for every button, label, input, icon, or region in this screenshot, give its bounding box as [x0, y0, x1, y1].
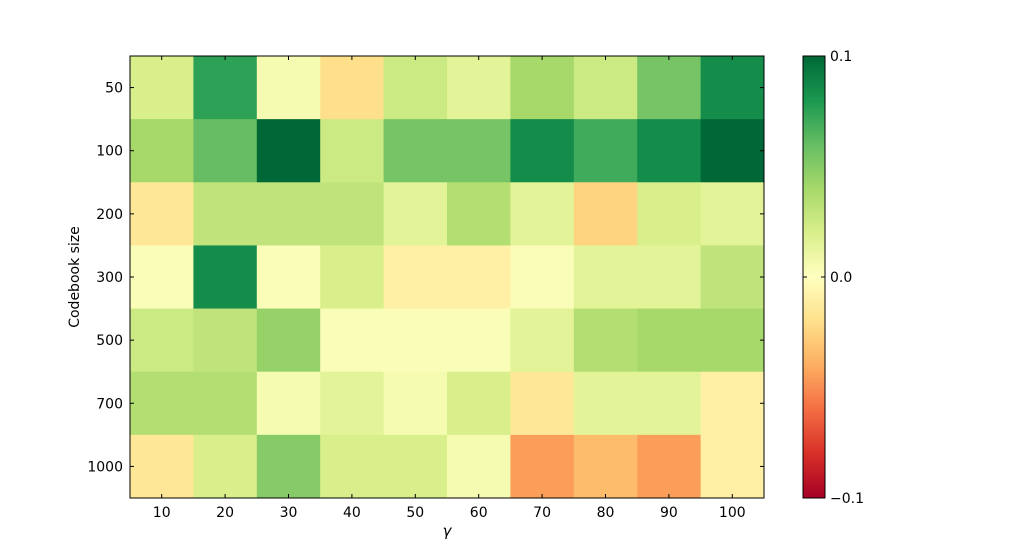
heatmap-cell	[700, 434, 765, 499]
x-tick-label: 30	[280, 505, 298, 521]
heatmap-cell	[383, 56, 448, 120]
heatmap-cell	[700, 56, 765, 120]
heatmap-cell	[637, 371, 702, 436]
heatmap-cell	[130, 308, 194, 373]
heatmap-cell	[637, 245, 702, 310]
heatmap-cell	[573, 371, 638, 436]
y-tick-label: 100	[96, 144, 123, 160]
heatmap-cell	[700, 308, 765, 373]
heatmap-cell	[256, 308, 321, 373]
heatmap-cell	[573, 56, 638, 120]
heatmap-cell	[130, 119, 194, 183]
heatmap-cell	[447, 308, 511, 373]
heatmap-cell	[510, 434, 575, 499]
colorbar-tick-label: 0.1	[830, 49, 852, 65]
x-tick-label: 100	[719, 505, 746, 521]
heatmap-cell	[193, 119, 258, 183]
heatmap-cell	[256, 119, 321, 183]
heatmap-cell	[320, 245, 385, 310]
heatmap-cell	[637, 308, 702, 373]
heatmap-cell	[637, 119, 702, 183]
heatmap-cell	[573, 308, 638, 373]
heatmap-cell	[383, 371, 448, 436]
x-tick-label: 40	[343, 505, 361, 521]
heatmap-cell	[193, 371, 258, 436]
heatmap-cell	[447, 434, 511, 499]
heatmap-cell	[700, 119, 765, 183]
heatmap-cell	[447, 119, 511, 183]
heatmap-cell	[256, 434, 321, 499]
heatmap-cell	[573, 182, 638, 246]
heatmap-cell	[256, 245, 321, 310]
heatmap-cell	[510, 119, 575, 183]
colorbar-tick-label: 0.0	[830, 270, 852, 286]
y-tick-label: 700	[96, 396, 123, 412]
heatmap-cell	[130, 56, 194, 120]
x-tick-label: 50	[406, 505, 424, 521]
heatmap-cell	[383, 182, 448, 246]
y-tick-label: 200	[96, 207, 123, 223]
heatmap-cell	[447, 245, 511, 310]
heatmap-cell	[510, 308, 575, 373]
heatmap-cell	[383, 245, 448, 310]
heatmap-cell	[447, 182, 511, 246]
colorbar-tick-label: −0.1	[830, 491, 864, 507]
y-axis-ticks: 50 100 200 300 500 700 1000	[87, 81, 764, 475]
heatmap-cell	[447, 56, 511, 120]
heatmap-cell	[320, 56, 385, 120]
x-axis-ticks: 10 20 30 40 50 60 70 80 90 100	[153, 56, 746, 521]
heatmap-cell	[510, 182, 575, 246]
x-tick-label: 90	[660, 505, 678, 521]
heatmap-cell	[320, 371, 385, 436]
heatmap-cell	[193, 182, 258, 246]
heatmap-cell	[130, 182, 194, 246]
heatmap-cell	[447, 371, 511, 436]
x-tick-label: 80	[597, 505, 615, 521]
heatmap-cell	[130, 245, 194, 310]
heatmap-cell	[637, 434, 702, 499]
heatmap-cell	[320, 308, 385, 373]
heatmap-cell	[573, 245, 638, 310]
y-tick-label: 300	[96, 270, 123, 286]
heatmap-cell	[193, 245, 258, 310]
heatmap-cell	[510, 245, 575, 310]
heatmap-cell	[700, 182, 765, 246]
heatmap-cells	[130, 56, 765, 499]
colorbar-ticks: 0.1 0.0 −0.1	[803, 49, 864, 507]
heatmap-cell	[320, 182, 385, 246]
heatmap-cell	[383, 119, 448, 183]
x-tick-label: 10	[153, 505, 171, 521]
heatmap-cell	[510, 56, 575, 120]
heatmap-cell	[320, 434, 385, 499]
heatmap-cell	[193, 56, 258, 120]
heatmap-cell	[256, 182, 321, 246]
heatmap-cell	[573, 119, 638, 183]
heatmap-cell	[573, 434, 638, 499]
heatmap-cell	[130, 434, 194, 499]
heatmap-cell	[256, 371, 321, 436]
x-axis-label: γ	[443, 522, 453, 540]
heatmap-cell	[193, 434, 258, 499]
x-tick-label: 20	[216, 505, 234, 521]
heatmap-cell	[320, 119, 385, 183]
x-tick-label: 60	[470, 505, 488, 521]
x-tick-label: 70	[533, 505, 551, 521]
y-tick-label: 500	[96, 333, 123, 349]
heatmap-cell	[383, 308, 448, 373]
heatmap-cell	[193, 308, 258, 373]
heatmap-cell	[637, 182, 702, 246]
y-tick-label: 50	[105, 81, 123, 97]
heatmap-cell	[700, 245, 765, 310]
heatmap-cell	[700, 371, 765, 436]
y-tick-label: 1000	[87, 459, 123, 475]
y-axis-label: Codebook size	[67, 226, 83, 328]
heatmap-cell	[256, 56, 321, 120]
heatmap-cell	[637, 56, 702, 120]
heatmap-cell	[510, 371, 575, 436]
heatmap-cell	[130, 371, 194, 436]
heatmap-cell	[383, 434, 448, 499]
